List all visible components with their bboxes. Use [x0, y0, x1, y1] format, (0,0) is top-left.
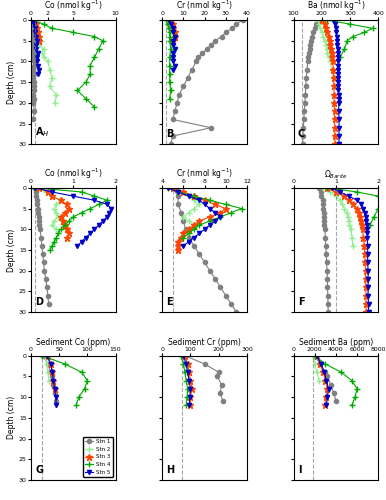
X-axis label: Co (nmol kg$^{-1}$): Co (nmol kg$^{-1}$): [44, 167, 103, 182]
X-axis label: Sediment Cr (ppm): Sediment Cr (ppm): [168, 338, 241, 347]
Text: B: B: [166, 130, 174, 140]
X-axis label: $\Omega$$_{Barite}$: $\Omega$$_{Barite}$: [324, 168, 348, 181]
Text: G: G: [35, 465, 43, 475]
Text: I: I: [298, 465, 301, 475]
Y-axis label: Depth (cm): Depth (cm): [7, 228, 16, 272]
Text: H: H: [166, 465, 174, 475]
Text: E: E: [166, 297, 173, 307]
X-axis label: Co (nmol kg$^{-1}$): Co (nmol kg$^{-1}$): [44, 0, 103, 14]
X-axis label: Cr (nmol kg$^{-1}$): Cr (nmol kg$^{-1}$): [176, 0, 233, 14]
Text: A$_H$: A$_H$: [35, 126, 50, 140]
Legend: Stn 1, Stn 2, Stn 3, Stn 4, Stn 5: Stn 1, Stn 2, Stn 3, Stn 4, Stn 5: [83, 436, 113, 477]
X-axis label: Ba (nmol kg$^{-1}$): Ba (nmol kg$^{-1}$): [306, 0, 365, 14]
X-axis label: Sediment Ba (ppm): Sediment Ba (ppm): [299, 338, 373, 347]
X-axis label: Sediment Co (ppm): Sediment Co (ppm): [36, 338, 110, 347]
Y-axis label: Depth (cm): Depth (cm): [7, 396, 16, 440]
Text: D: D: [35, 297, 43, 307]
Y-axis label: Depth (cm): Depth (cm): [7, 60, 16, 104]
Text: C: C: [298, 130, 305, 140]
X-axis label: Cr (nmol kg$^{-1}$): Cr (nmol kg$^{-1}$): [176, 167, 233, 182]
Text: F: F: [298, 297, 305, 307]
